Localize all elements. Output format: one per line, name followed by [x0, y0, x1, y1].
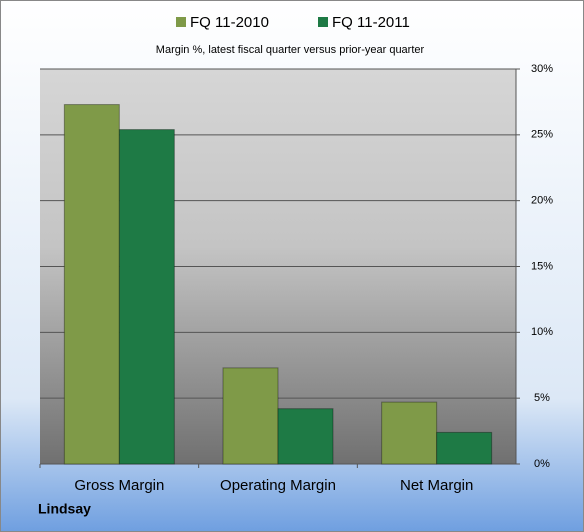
company-label: Lindsay: [38, 501, 91, 517]
bar: [63, 104, 120, 465]
legend-label: FQ 11-2010: [190, 14, 269, 31]
y-tick-label: 5%: [534, 392, 550, 404]
y-tick-label: 15%: [531, 260, 553, 272]
y-tick-label: 0%: [534, 458, 550, 470]
x-tick-label: Net Margin: [400, 477, 473, 494]
y-tick-label: 20%: [531, 195, 553, 207]
bar: [222, 367, 279, 465]
legend-label: FQ 11-2011: [332, 14, 410, 31]
bar: [381, 401, 438, 465]
legend-swatch: [176, 17, 186, 27]
bar: [277, 408, 334, 465]
x-tick-label: Operating Margin: [220, 477, 336, 494]
x-tick-label: Gross Margin: [74, 477, 164, 494]
subtitle: Margin %, latest fiscal quarter versus p…: [156, 44, 425, 56]
y-tick-label: 30%: [531, 63, 553, 75]
legend-swatch: [318, 17, 328, 27]
bar: [118, 129, 175, 465]
y-tick-label: 25%: [531, 129, 553, 141]
y-tick-label: 10%: [531, 326, 553, 338]
bar: [436, 431, 493, 465]
